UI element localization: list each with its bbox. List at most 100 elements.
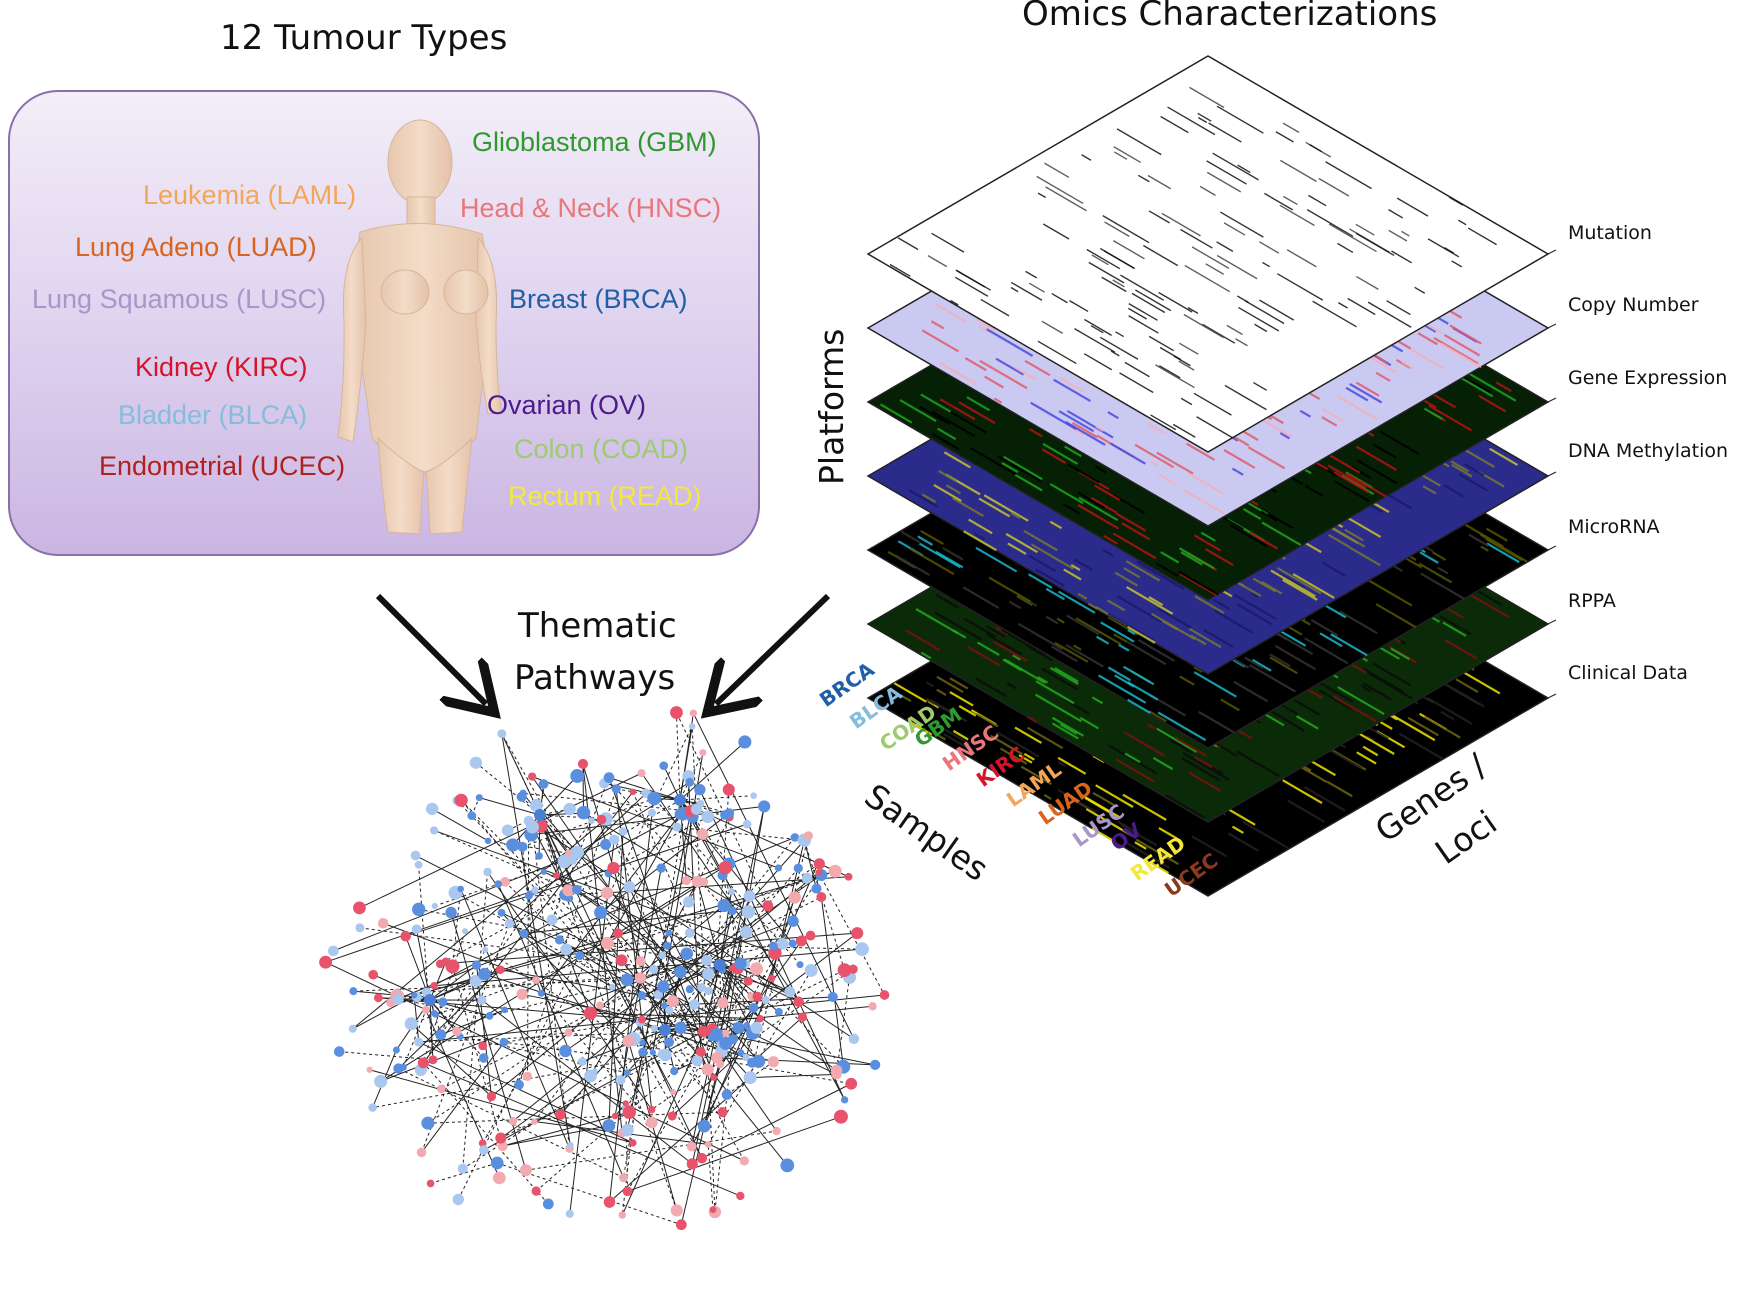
network-node bbox=[501, 1006, 509, 1014]
pathways-title-line2: Pathways bbox=[514, 658, 676, 698]
network-node bbox=[748, 1002, 759, 1013]
network-node bbox=[629, 1139, 637, 1147]
network-node bbox=[738, 735, 752, 749]
network-node bbox=[504, 919, 515, 929]
network-node bbox=[497, 729, 507, 739]
network-node bbox=[563, 802, 576, 816]
network-node bbox=[519, 1164, 532, 1177]
network-node bbox=[467, 811, 477, 821]
network-node bbox=[721, 1089, 733, 1100]
arrow-right bbox=[716, 593, 831, 704]
network-node bbox=[615, 954, 628, 967]
pathways-title-line1: Thematic bbox=[518, 606, 677, 646]
network-node bbox=[393, 1063, 404, 1074]
network-node bbox=[377, 917, 389, 929]
network-node bbox=[855, 942, 869, 957]
network-node bbox=[537, 989, 545, 997]
network-node bbox=[438, 997, 448, 1007]
network-node bbox=[452, 1193, 464, 1206]
network-node bbox=[637, 1015, 646, 1024]
network-node bbox=[575, 951, 585, 961]
network-node bbox=[722, 783, 735, 796]
network-node bbox=[557, 854, 572, 869]
network-node bbox=[696, 828, 709, 840]
network-node bbox=[689, 709, 698, 717]
network-node bbox=[542, 1198, 554, 1210]
network-node bbox=[743, 1071, 757, 1085]
network-node bbox=[665, 929, 673, 937]
network-node bbox=[554, 935, 565, 945]
network-node bbox=[685, 985, 694, 994]
network-node bbox=[870, 1059, 881, 1070]
tumour-label-laml: Leukemia (LAML) bbox=[143, 180, 357, 210]
network-node bbox=[739, 1156, 749, 1166]
network-node bbox=[506, 838, 520, 852]
network-node bbox=[414, 1037, 424, 1047]
network-node bbox=[634, 972, 647, 984]
network-node bbox=[690, 803, 703, 815]
network-node bbox=[492, 1171, 506, 1185]
network-node bbox=[697, 983, 706, 993]
network-node bbox=[566, 1141, 574, 1149]
network-node bbox=[622, 1186, 633, 1197]
network-node bbox=[572, 884, 582, 895]
network-node bbox=[701, 954, 713, 966]
network-node bbox=[674, 808, 686, 820]
network-node bbox=[482, 946, 489, 953]
network-node bbox=[768, 974, 776, 983]
network-node bbox=[742, 1053, 750, 1062]
network-node bbox=[635, 956, 646, 967]
network-node bbox=[555, 1109, 566, 1120]
network-node bbox=[495, 965, 505, 975]
tumour-label-hnsc: Head & Neck (HNSC) bbox=[460, 193, 722, 223]
network-node bbox=[681, 875, 691, 886]
tumour-label-brca: Breast (BRCA) bbox=[509, 284, 688, 314]
network-node bbox=[327, 945, 339, 957]
network-node bbox=[400, 930, 411, 942]
network-node bbox=[469, 756, 483, 769]
network-node bbox=[790, 833, 800, 842]
network-node bbox=[756, 1014, 764, 1023]
network-node bbox=[501, 824, 514, 837]
network-node bbox=[844, 872, 853, 881]
network-node bbox=[750, 792, 757, 799]
network-node bbox=[868, 1002, 877, 1011]
network-node bbox=[664, 1037, 675, 1048]
network-node bbox=[495, 1132, 507, 1144]
network-node bbox=[594, 905, 608, 920]
network-node bbox=[732, 1021, 745, 1034]
network-node bbox=[478, 967, 491, 981]
network-node bbox=[780, 1158, 795, 1173]
network-node bbox=[673, 965, 687, 979]
network-node bbox=[653, 990, 664, 1000]
network-node bbox=[500, 876, 510, 887]
network-node bbox=[531, 1186, 541, 1196]
network-node bbox=[629, 788, 637, 796]
network-node bbox=[743, 1022, 751, 1029]
network-node bbox=[776, 937, 789, 950]
network-node bbox=[675, 1219, 687, 1231]
network-node bbox=[457, 1163, 468, 1174]
network-node bbox=[686, 1158, 698, 1170]
network-node bbox=[742, 819, 752, 829]
network-node bbox=[620, 973, 634, 987]
network-node bbox=[535, 852, 543, 860]
network-node bbox=[417, 1057, 429, 1069]
network-node bbox=[879, 990, 890, 1000]
network-node bbox=[684, 928, 695, 938]
network-node bbox=[541, 780, 548, 787]
network-node bbox=[805, 930, 816, 941]
network-node bbox=[685, 777, 695, 787]
network-node bbox=[622, 1100, 629, 1107]
network-node bbox=[519, 929, 529, 939]
network-node bbox=[348, 1024, 357, 1033]
network-node bbox=[793, 863, 803, 873]
network-node bbox=[613, 928, 624, 939]
tumour-label-read: Rectum (READ) bbox=[508, 481, 702, 511]
platforms-axis-label: Platforms bbox=[812, 328, 851, 485]
network-node bbox=[772, 1126, 781, 1136]
network-node bbox=[728, 906, 737, 916]
network-node bbox=[697, 1025, 710, 1038]
network-node bbox=[603, 1196, 616, 1208]
network-node bbox=[611, 1112, 619, 1120]
